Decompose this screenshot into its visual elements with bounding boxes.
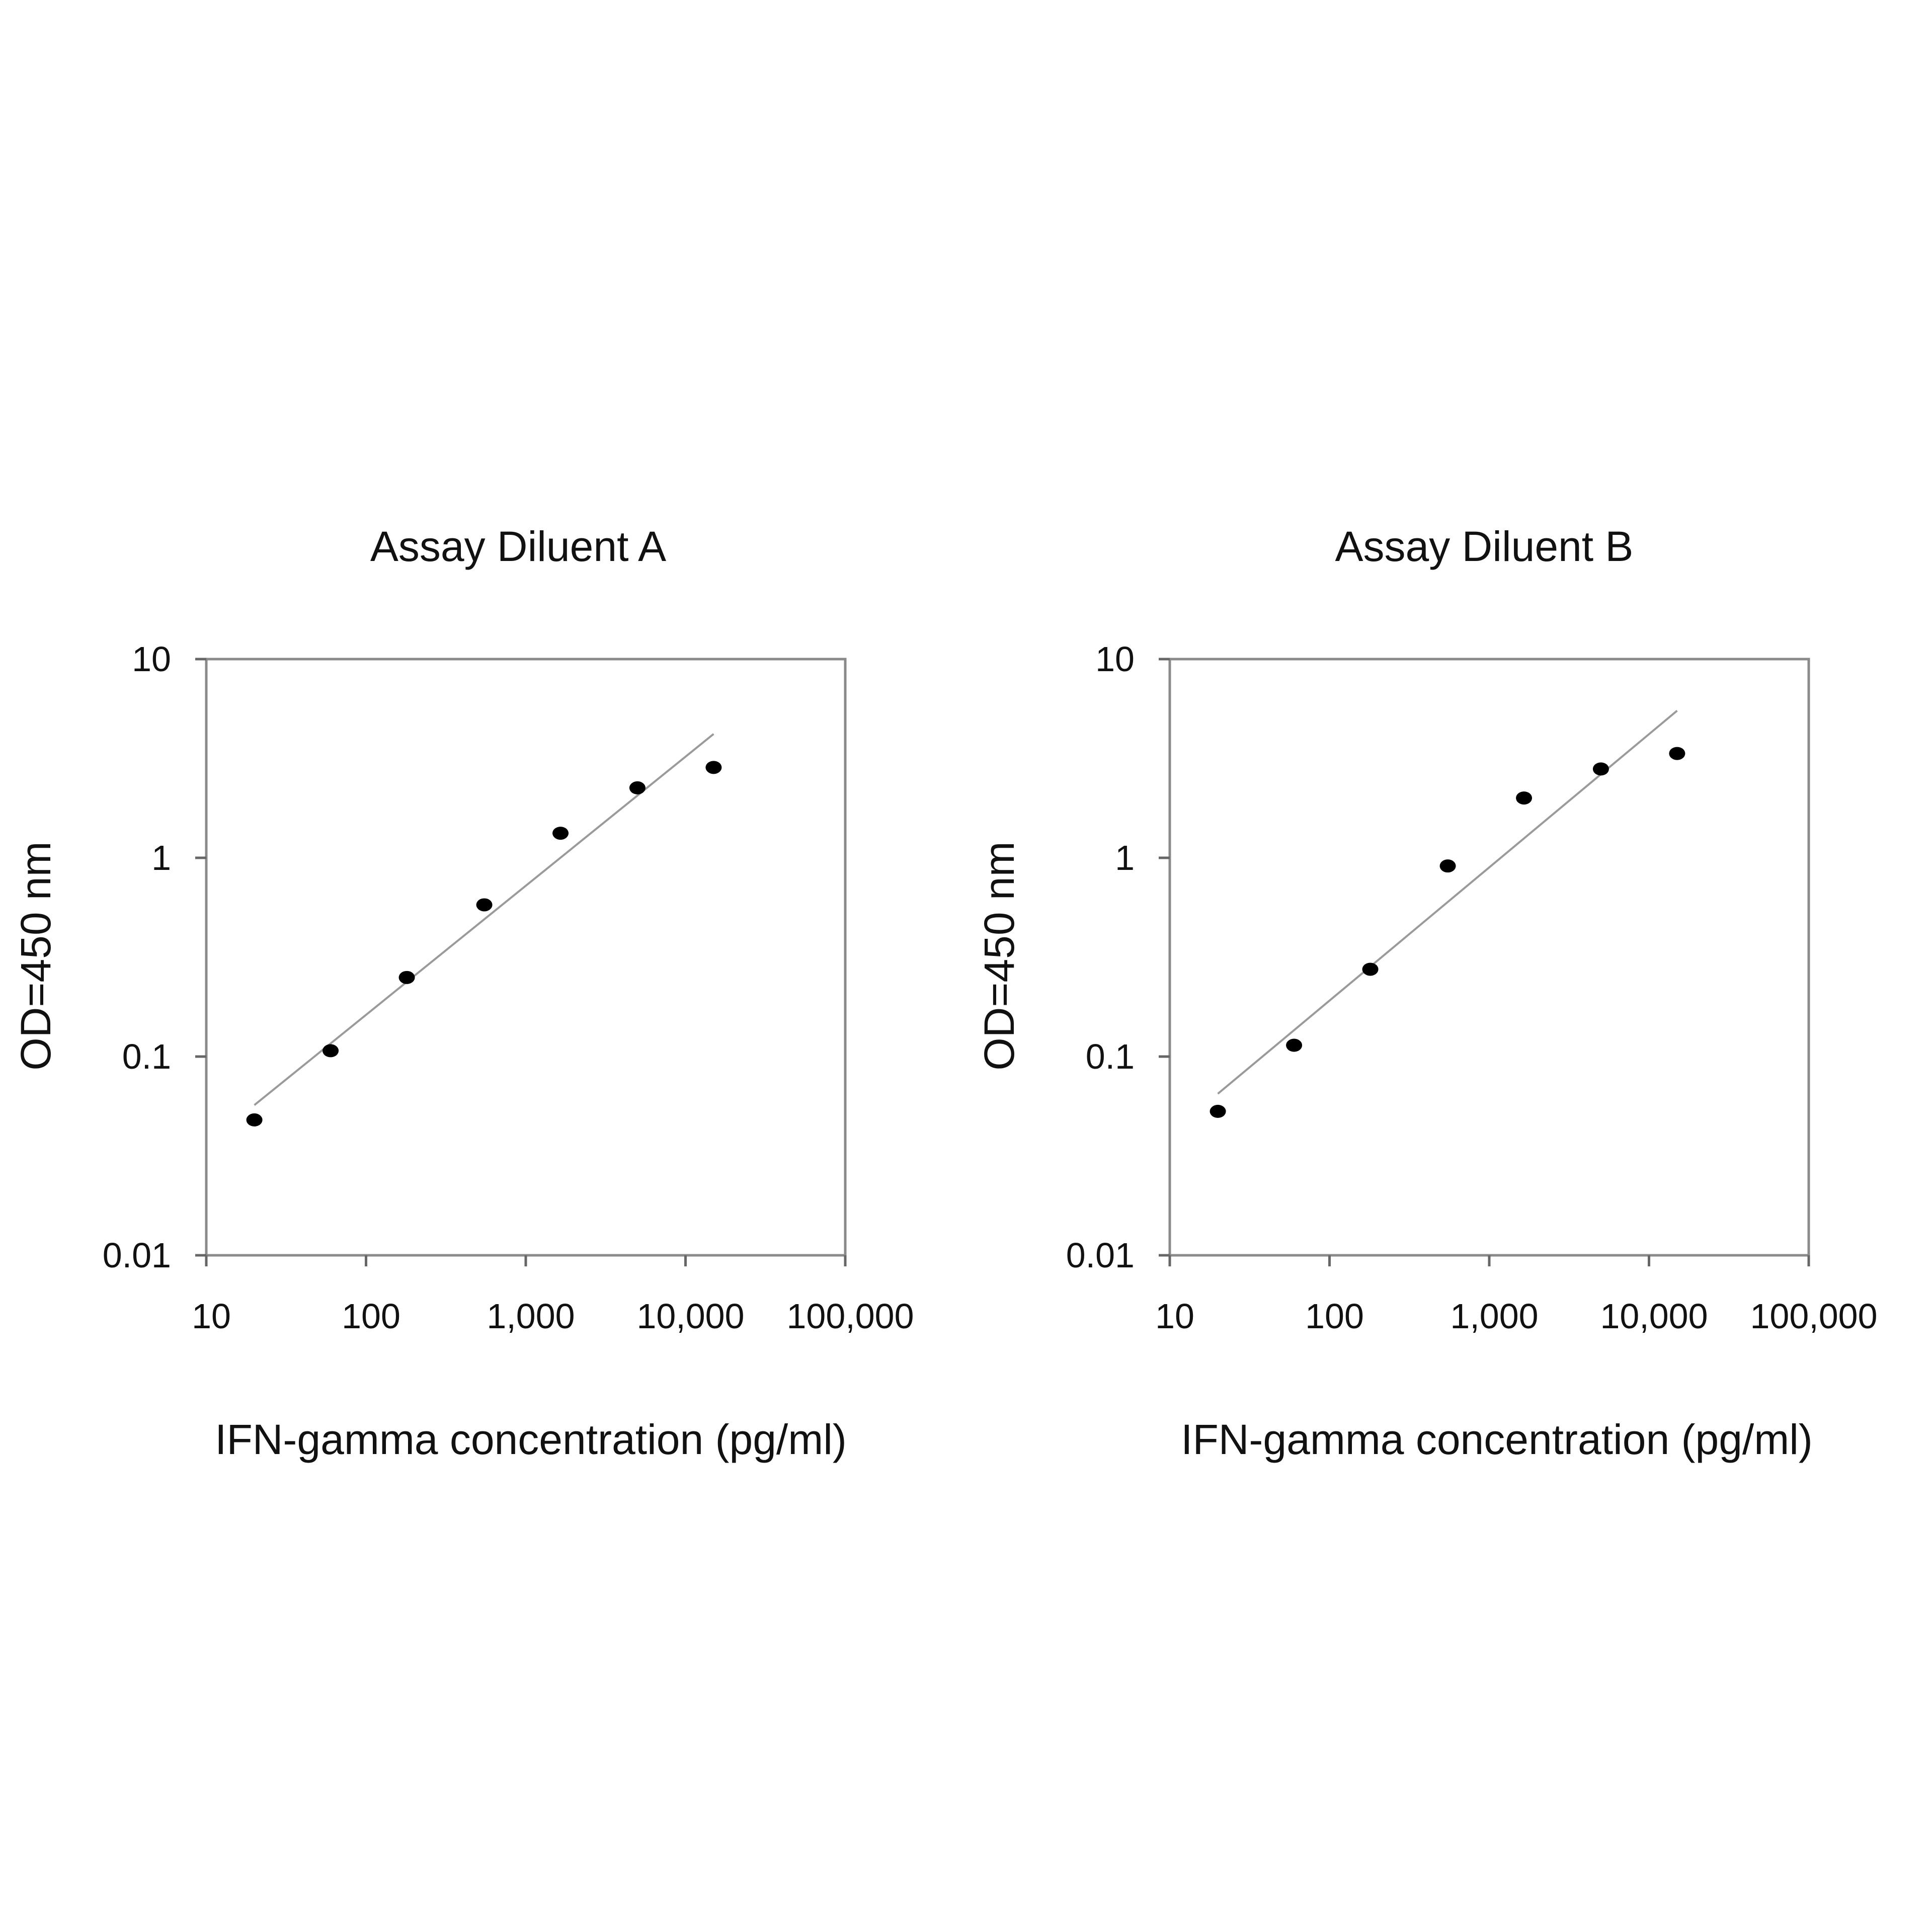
chart-panel-b: Assay Diluent B 10 100 1,000 10,000 100,000 … bbox=[976, 523, 1878, 1463]
data-point bbox=[552, 827, 569, 840]
x-tick-marks bbox=[205, 1255, 847, 1266]
x-axis-label: IFN-gamma concentration (pg/ml) bbox=[1181, 1416, 1813, 1463]
y-tick-label: 1 bbox=[1115, 838, 1135, 877]
data-point bbox=[629, 781, 646, 794]
x-tick-label: 100,000 bbox=[1750, 1297, 1877, 1336]
data-point bbox=[1439, 859, 1456, 873]
chart-title: Assay Diluent B bbox=[1335, 523, 1634, 570]
chart-title: Assay Diluent A bbox=[370, 523, 666, 570]
y-tick-label: 0.1 bbox=[1086, 1037, 1135, 1076]
y-tick-label: 10 bbox=[132, 639, 171, 679]
data-point bbox=[398, 971, 415, 984]
y-tick-label: 10 bbox=[1095, 639, 1135, 679]
x-tick-label: 1,000 bbox=[1450, 1297, 1538, 1336]
data-point bbox=[1362, 962, 1379, 976]
data-point bbox=[1669, 747, 1685, 760]
x-tick-label: 10,000 bbox=[1600, 1297, 1708, 1336]
x-tick-label: 100 bbox=[1305, 1297, 1364, 1336]
data-point bbox=[1516, 791, 1533, 805]
data-point bbox=[1286, 1038, 1303, 1052]
y-tick-label: 0.1 bbox=[122, 1037, 171, 1076]
data-point bbox=[246, 1113, 263, 1126]
chart-panel-a: Assay Diluent A 10 100 1,000 10,000 100,000 … bbox=[12, 523, 914, 1463]
trendline bbox=[254, 733, 714, 1106]
x-tick-label: 10,000 bbox=[636, 1297, 744, 1336]
data-point bbox=[323, 1044, 339, 1058]
y-tick-marks bbox=[195, 658, 206, 1257]
x-tick-label: 10 bbox=[192, 1297, 231, 1336]
data-point bbox=[1592, 762, 1609, 776]
y-tick-label: 0.01 bbox=[1066, 1236, 1135, 1275]
y-axis-label: OD=450 nm bbox=[12, 841, 59, 1070]
x-tick-marks bbox=[1168, 1255, 1810, 1266]
data-points bbox=[246, 761, 722, 1126]
x-tick-label: 100,000 bbox=[786, 1297, 914, 1336]
data-points bbox=[1210, 747, 1685, 1118]
data-point bbox=[1210, 1104, 1226, 1118]
data-point bbox=[476, 898, 493, 912]
y-tick-marks bbox=[1159, 658, 1170, 1257]
y-tick-labels: 10 1 0.1 0.01 bbox=[103, 639, 171, 1275]
x-axis-label: IFN-gamma concentration (pg/ml) bbox=[215, 1416, 847, 1463]
y-tick-labels: 10 1 0.1 0.01 bbox=[1066, 639, 1135, 1275]
x-tick-label: 100 bbox=[342, 1297, 400, 1336]
y-tick-label: 0.01 bbox=[103, 1236, 171, 1275]
x-tick-labels: 10 100 1,000 10,000 100,000 bbox=[192, 1297, 914, 1336]
x-tick-labels: 10 100 1,000 10,000 100,000 bbox=[1155, 1297, 1877, 1336]
data-point bbox=[705, 761, 722, 774]
y-tick-label: 1 bbox=[151, 838, 171, 877]
x-tick-label: 10 bbox=[1155, 1297, 1194, 1336]
y-axis-label: OD=450 nm bbox=[976, 841, 1023, 1070]
x-tick-label: 1,000 bbox=[487, 1297, 575, 1336]
